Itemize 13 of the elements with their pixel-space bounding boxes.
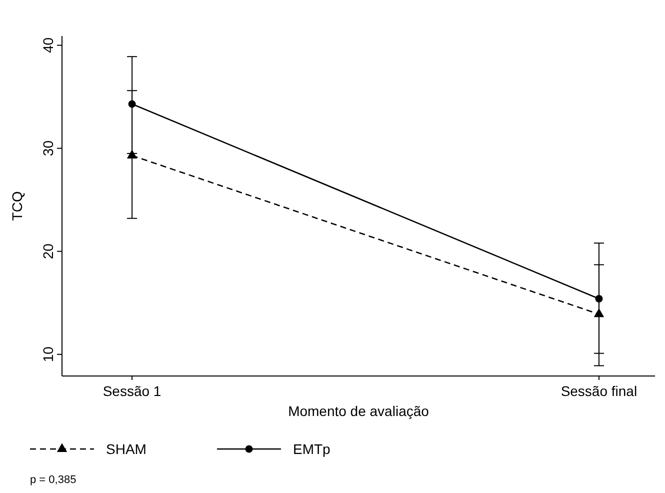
y-tick-label: 40 — [40, 37, 56, 54]
x-axis-title: Momento de avaliação — [288, 403, 430, 419]
legend-label: SHAM — [106, 441, 146, 457]
x-tick-label: Sessão 1 — [102, 383, 162, 399]
x-tick-label: Sessão final — [560, 383, 638, 399]
y-tick-label: 20 — [40, 243, 56, 260]
y-tick-label: 10 — [40, 346, 56, 362]
y-axis-title: TCQ — [9, 191, 25, 221]
point — [595, 294, 603, 303]
legend-label: EMTp — [293, 441, 331, 457]
text: p = 0,385 — [30, 474, 76, 486]
point — [128, 100, 136, 108]
y-tick-label: 30 — [40, 140, 56, 156]
